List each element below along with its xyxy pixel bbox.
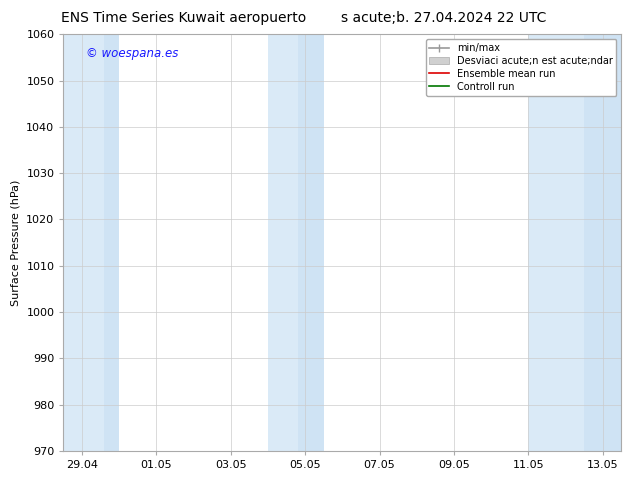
Bar — [105, 34, 119, 451]
Bar — [63, 34, 119, 451]
Bar — [584, 34, 621, 451]
Bar — [268, 34, 324, 451]
Text: ENS Time Series Kuwait aeropuerto: ENS Time Series Kuwait aeropuerto — [61, 11, 306, 25]
Text: s acute;b. 27.04.2024 22 UTC: s acute;b. 27.04.2024 22 UTC — [341, 11, 547, 25]
Bar — [528, 34, 621, 451]
Y-axis label: Surface Pressure (hPa): Surface Pressure (hPa) — [11, 179, 21, 306]
Bar — [298, 34, 324, 451]
Legend: min/max, Desviaci acute;n est acute;ndar, Ensemble mean run, Controll run: min/max, Desviaci acute;n est acute;ndar… — [425, 39, 616, 96]
Text: © woespana.es: © woespana.es — [86, 47, 178, 60]
